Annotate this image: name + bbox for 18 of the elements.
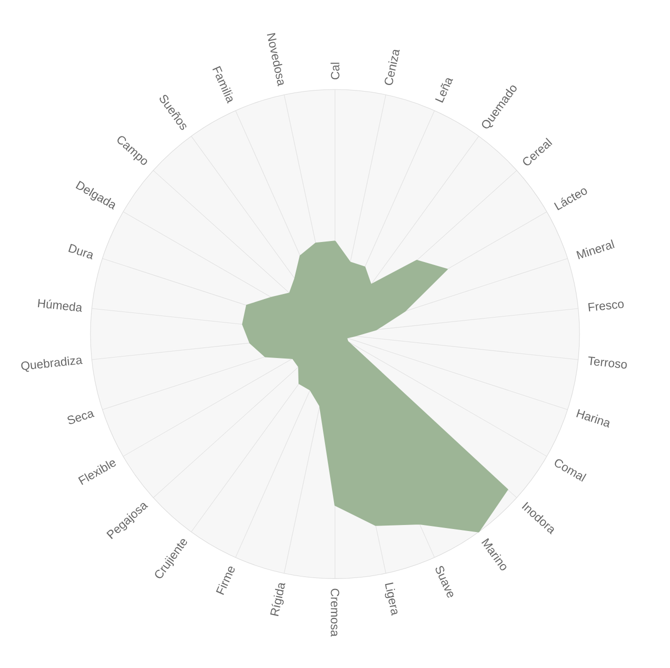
spoke-label: Terroso <box>588 356 627 369</box>
spoke-label: Leña <box>435 78 453 103</box>
spoke-label: Mineral <box>576 239 615 260</box>
spoke-label: Novedosa <box>267 32 284 86</box>
spoke-label: Quebradiza <box>21 356 83 372</box>
spoke-label: Familia <box>212 66 233 104</box>
spoke-label: Ligera <box>384 582 398 616</box>
spoke-label: Cal <box>330 62 340 80</box>
spoke-label: Dura <box>68 244 93 260</box>
spoke-label: Cremosa <box>330 588 340 637</box>
spoke-label: Firme <box>216 566 235 595</box>
spoke-label: Seca <box>68 411 95 424</box>
spoke-label: Ceniza <box>384 50 400 86</box>
spoke-label: Fresco <box>588 302 624 312</box>
spoke-label: Húmeda <box>38 298 82 312</box>
spoke-label: Suave <box>436 566 454 598</box>
spoke-label: Harina <box>576 409 610 428</box>
spoke-label: Rígida <box>270 583 286 616</box>
